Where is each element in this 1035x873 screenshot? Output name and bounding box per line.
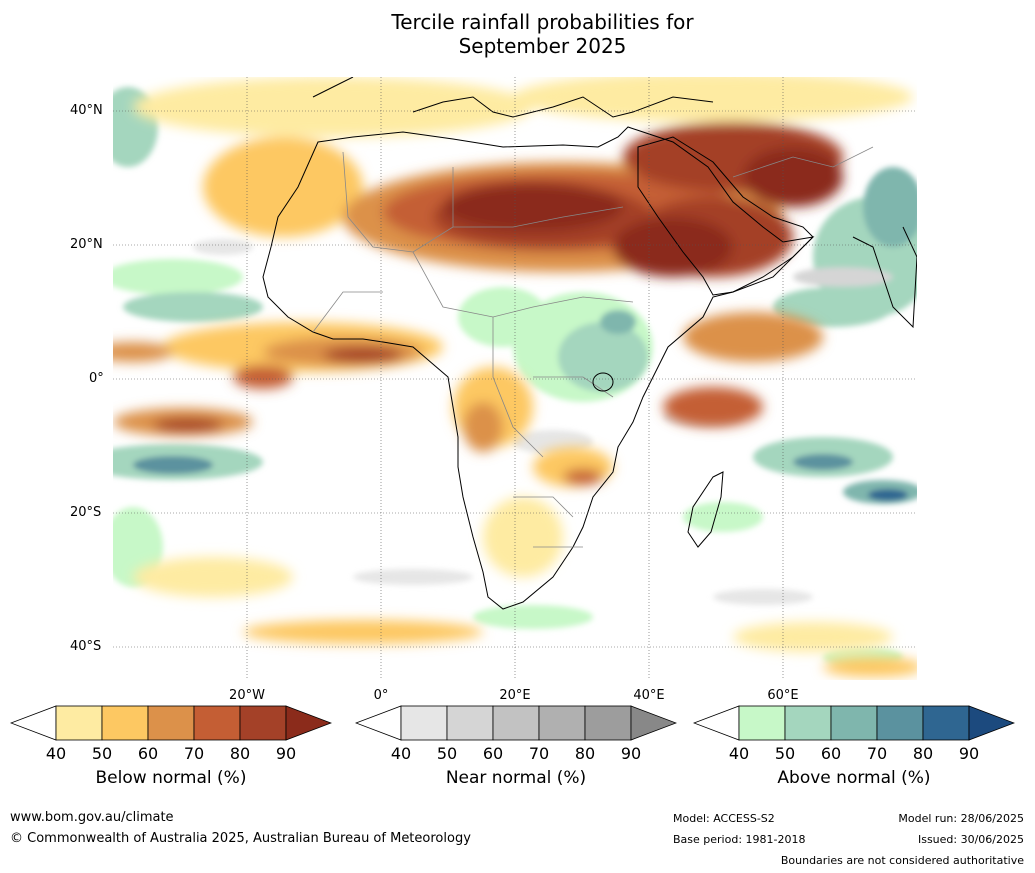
colorbar-title-below: Below normal (%) <box>95 768 247 788</box>
arabia-coastline <box>637 136 814 296</box>
footer-issued: Issued: 30/06/2025 <box>917 833 1024 846</box>
colorbar-tick-label: 90 <box>958 744 980 763</box>
colorbar-segment <box>193 705 241 741</box>
colorbar-tick-label: 80 <box>912 744 934 763</box>
lon-label-20w: 20°W <box>229 688 265 703</box>
footer-copyright: © Commonwealth of Australia 2025, Austra… <box>10 831 471 846</box>
lat-label-20n: 20°N <box>70 237 103 252</box>
colorbar-extend-low <box>693 705 740 741</box>
lat-label-40s: 40°S <box>70 639 102 654</box>
colorbar-tick-label: 90 <box>620 744 642 763</box>
lat-label-20s: 20°S <box>70 505 102 520</box>
africa-coastline <box>262 126 815 610</box>
colorbar-segment <box>492 705 540 741</box>
lake-victoria <box>592 372 614 392</box>
colorbar-extend-low <box>355 705 402 741</box>
footer-base-period: Base period: 1981-2018 <box>673 833 806 846</box>
title-line-1: Tercile rainfall probabilities for <box>391 10 694 34</box>
colorbar-extend-high <box>630 705 677 741</box>
colorbar-segment <box>147 705 195 741</box>
colorbar-segment <box>239 705 287 741</box>
forecast-map <box>83 72 933 680</box>
colorbar-tick-label: 50 <box>774 744 796 763</box>
colorbar-extend-high <box>968 705 1015 741</box>
colorbar-tick-label: 80 <box>229 744 251 763</box>
colorbar-segment <box>784 705 832 741</box>
colorbar-tick-label: 80 <box>574 744 596 763</box>
colorbar-segment <box>922 705 970 741</box>
footer-url: www.bom.gov.au/climate <box>10 810 174 825</box>
colorbar-title-above: Above normal (%) <box>777 768 931 788</box>
colorbar-segment <box>738 705 786 741</box>
country-borders <box>312 146 874 548</box>
colorbar-tick-label: 40 <box>390 744 412 763</box>
colorbar-segment <box>446 705 494 741</box>
colorbar-tick-label: 60 <box>820 744 842 763</box>
colorbar-tick-label: 70 <box>183 744 205 763</box>
madagascar-coastline <box>687 471 724 548</box>
colorbar-segment <box>55 705 103 741</box>
lat-label-0: 0° <box>89 371 104 386</box>
colorbar-tick-label: 70 <box>866 744 888 763</box>
graticule <box>113 77 917 680</box>
colorbar-extend-low <box>10 705 57 741</box>
colorbar-segment <box>101 705 149 741</box>
colorbar-segment <box>400 705 448 741</box>
above-normal-patches <box>83 87 933 667</box>
footer-disclaimer: Boundaries are not considered authoritat… <box>780 854 1024 867</box>
colorbar-tick-label: 90 <box>275 744 297 763</box>
colorbar-tick-label: 40 <box>45 744 67 763</box>
lon-label-20e: 20°E <box>499 688 531 703</box>
colorbar-title-near: Near normal (%) <box>445 768 587 788</box>
lon-label-0: 0° <box>373 688 389 703</box>
title-line-2: September 2025 <box>458 34 627 58</box>
colorbar-segment <box>830 705 878 741</box>
europe-coastline <box>312 76 714 118</box>
lat-label-40n: 40°N <box>70 103 103 118</box>
map-title: Tercile rainfall probabilities for Septe… <box>0 10 1035 58</box>
colorbar-extend-high <box>285 705 332 741</box>
lon-label-40e: 40°E <box>633 688 665 703</box>
forecast-map-svg <box>83 72 933 680</box>
colorbar-above-normal <box>693 705 1015 741</box>
colorbar-tick-label: 40 <box>728 744 750 763</box>
colorbar-segment <box>584 705 632 741</box>
footer-model-run: Model run: 28/06/2025 <box>898 812 1024 825</box>
colorbar-below-normal <box>10 705 332 741</box>
colorbar-tick-label: 50 <box>91 744 113 763</box>
lon-label-60e: 60°E <box>767 688 799 703</box>
footer-model: Model: ACCESS-S2 <box>673 812 775 825</box>
colorbar-tick-label: 50 <box>436 744 458 763</box>
colorbar-tick-label: 60 <box>137 744 159 763</box>
colorbar-tick-label: 70 <box>528 744 550 763</box>
colorbar-segment <box>876 705 924 741</box>
colorbar-tick-label: 60 <box>482 744 504 763</box>
below-normal-patches <box>93 72 923 677</box>
colorbar-near-normal <box>355 705 677 741</box>
colorbar-segment <box>538 705 586 741</box>
